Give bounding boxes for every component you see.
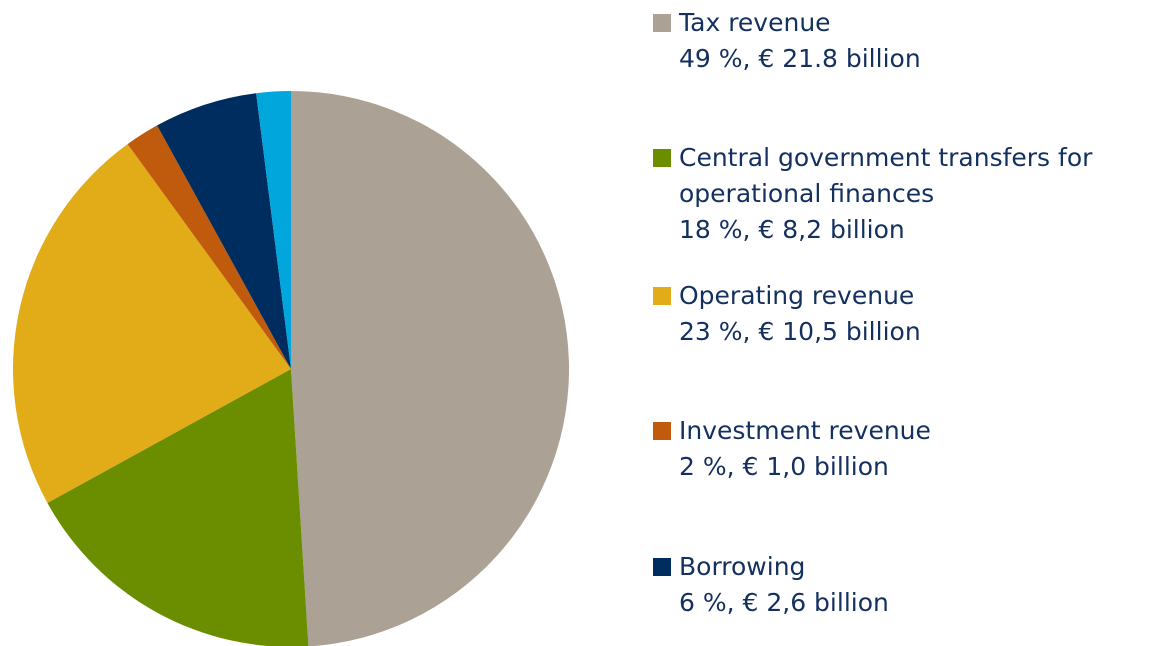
legend-entry: Borrowing 6 %, € 2,6 billion	[653, 549, 1163, 621]
pie-slice	[157, 93, 291, 370]
legend-value: 18 %, € 8,2 billion	[679, 215, 905, 244]
legend-label: Borrowing	[679, 552, 806, 581]
legend-entry: Central government transfers for operati…	[653, 140, 1163, 248]
legend-swatch	[653, 422, 671, 440]
pie-slice	[12, 144, 291, 503]
legend-label: Investment revenue	[679, 416, 931, 445]
legend-value: 2 %, € 1,0 billion	[679, 452, 889, 481]
legend-swatch	[653, 287, 671, 305]
pie-slice	[291, 91, 569, 646]
legend-swatch	[653, 558, 671, 576]
legend-swatch	[653, 14, 671, 32]
legend-label: Central government transfers for operati…	[679, 143, 1093, 208]
legend-value: 6 %, € 2,6 billion	[679, 588, 889, 617]
legend-entry: Investment revenue 2 %, € 1,0 billion	[653, 413, 1163, 485]
pie-chart	[12, 91, 569, 646]
legend-swatch	[653, 149, 671, 167]
legend-value: 49 %, € 21.8 billion	[679, 44, 921, 73]
legend-label: Tax revenue	[679, 8, 831, 37]
legend-label: Operating revenue	[679, 281, 915, 310]
pie-slice	[256, 91, 291, 369]
pie-slice	[127, 125, 291, 369]
legend-entry: Tax revenue 49 %, € 21.8 billion	[653, 5, 1163, 77]
pie-slice	[47, 369, 309, 646]
legend-value: 23 %, € 10,5 billion	[679, 317, 921, 346]
legend-entry: Operating revenue 23 %, € 10,5 billion	[653, 278, 1163, 350]
